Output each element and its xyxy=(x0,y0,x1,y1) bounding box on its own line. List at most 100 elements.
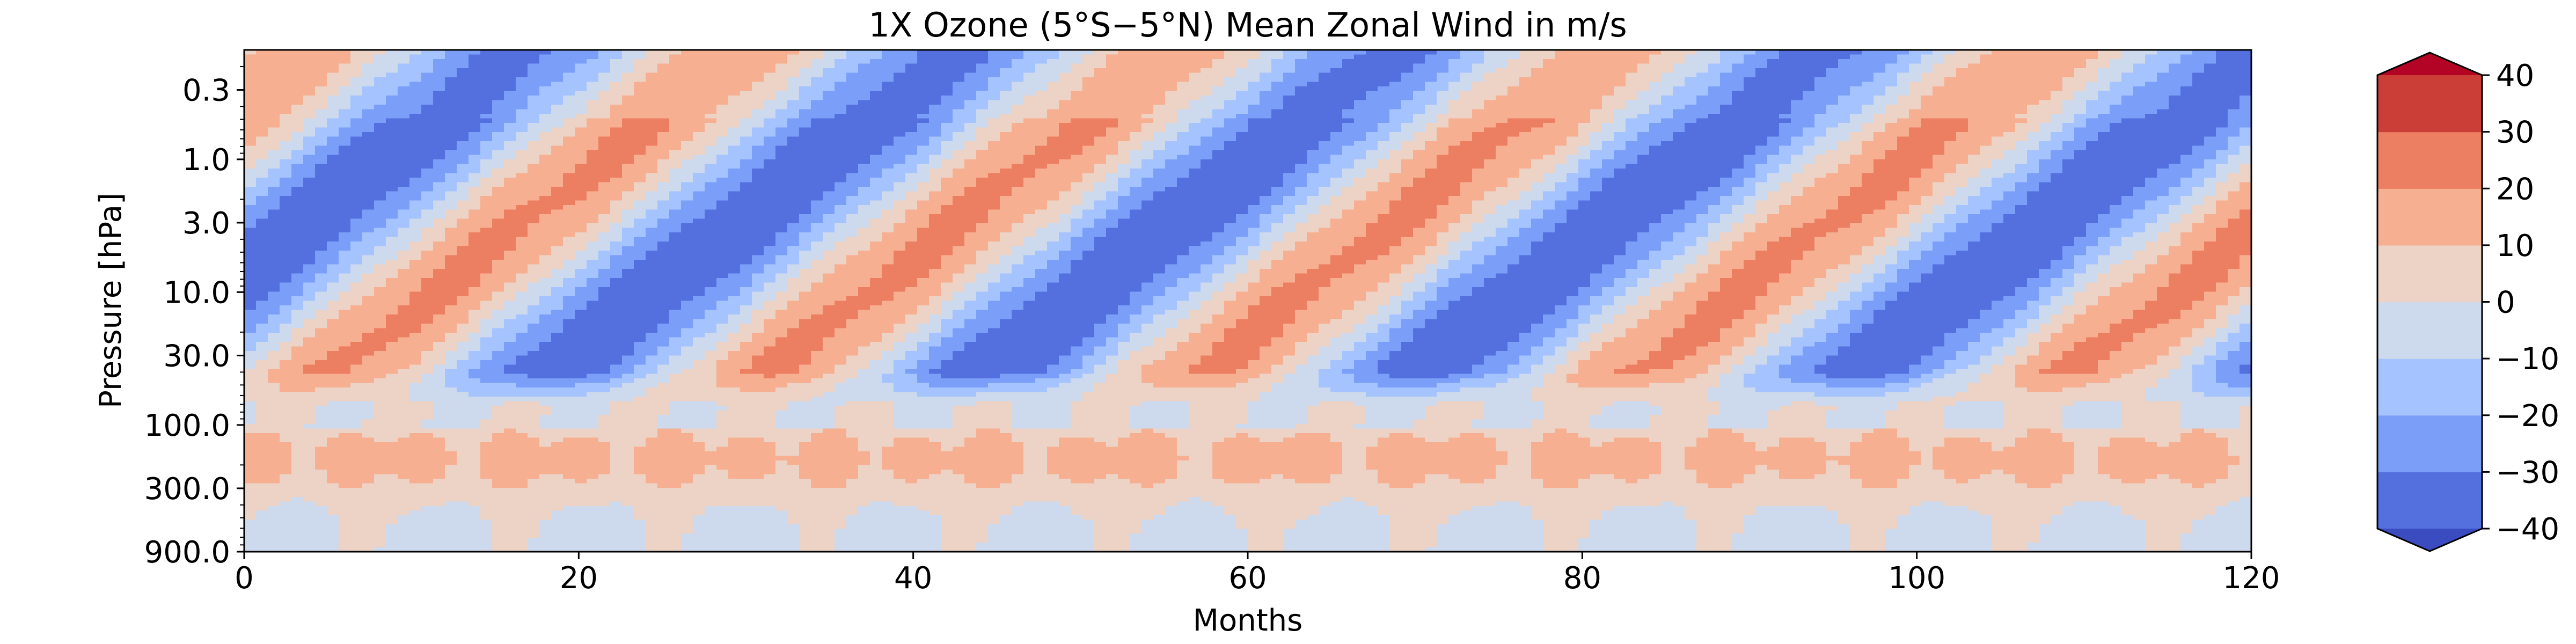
contour-cell xyxy=(374,282,386,288)
contour-cell xyxy=(480,310,493,315)
contour-cell xyxy=(327,155,339,160)
contour-cell xyxy=(457,287,469,292)
contour-cell xyxy=(327,178,339,183)
contour-cell xyxy=(445,291,457,297)
contour-cell xyxy=(244,501,257,507)
contour-cell xyxy=(716,169,729,174)
contour-cell xyxy=(657,360,670,365)
contour-cell xyxy=(551,333,564,338)
contour-cell xyxy=(457,428,469,434)
contour-cell xyxy=(315,63,327,69)
contour-cell xyxy=(646,351,658,356)
contour-cell xyxy=(752,451,764,457)
contour-cell xyxy=(669,342,682,347)
contour-cell xyxy=(705,342,717,347)
contour-cell xyxy=(303,333,316,338)
contour-cell xyxy=(386,145,398,151)
contour-cell xyxy=(657,501,670,507)
contour-cell xyxy=(339,483,351,488)
contour-cell xyxy=(539,86,552,92)
contour-cell xyxy=(244,159,257,165)
contour-cell xyxy=(681,437,693,443)
contour-cell xyxy=(563,205,575,210)
contour-cell xyxy=(740,447,752,452)
contour-cell xyxy=(563,82,575,87)
contour-cell xyxy=(740,214,752,219)
contour-cell xyxy=(362,342,375,347)
contour-cell xyxy=(764,506,776,511)
contour-cell xyxy=(374,351,386,356)
contour-cell xyxy=(256,132,268,137)
contour-cell xyxy=(693,109,705,114)
contour-cell xyxy=(280,91,292,96)
contour-cell xyxy=(280,515,292,521)
contour-cell xyxy=(457,342,469,347)
contour-cell xyxy=(705,387,717,393)
contour-cell xyxy=(469,547,481,552)
contour-cell xyxy=(409,191,422,196)
contour-cell xyxy=(421,506,434,511)
contour-cell xyxy=(752,82,764,87)
contour-cell xyxy=(539,114,552,119)
contour-cell xyxy=(492,209,504,215)
contour-cell xyxy=(716,543,729,548)
contour-cell xyxy=(516,447,528,452)
contour-cell xyxy=(551,383,564,388)
contour-cell xyxy=(398,260,410,265)
contour-cell xyxy=(350,529,363,534)
contour-cell xyxy=(386,324,398,329)
contour-cell xyxy=(528,114,540,119)
contour-cell xyxy=(362,410,375,415)
contour-cell xyxy=(528,351,540,356)
contour-cell xyxy=(327,196,339,201)
contour-cell xyxy=(740,301,752,306)
contour-cell xyxy=(409,351,422,356)
contour-cell xyxy=(587,187,599,192)
contour-cell xyxy=(693,510,705,516)
contour-cell xyxy=(681,218,693,224)
contour-cell xyxy=(716,324,729,329)
contour-cell xyxy=(516,123,528,128)
contour-cell xyxy=(291,497,304,502)
contour-cell xyxy=(693,369,705,375)
contour-cell xyxy=(327,392,339,397)
contour-cell xyxy=(681,492,693,497)
contour-cell xyxy=(303,529,316,534)
contour-cell xyxy=(752,68,764,74)
contour-cell xyxy=(528,387,540,393)
contour-cell xyxy=(539,223,552,229)
contour-cell xyxy=(528,355,540,361)
contour-cell xyxy=(634,510,646,516)
contour-cell xyxy=(657,451,670,457)
contour-cell xyxy=(752,214,764,219)
contour-cell xyxy=(775,54,788,60)
contour-cell xyxy=(646,538,658,543)
contour-cell xyxy=(480,123,493,128)
contour-cell xyxy=(492,228,504,233)
contour-cell xyxy=(539,533,552,539)
contour-cell xyxy=(669,364,682,370)
contour-cell xyxy=(539,200,552,206)
contour-cell xyxy=(563,383,575,388)
contour-cell xyxy=(469,346,481,352)
contour-cell xyxy=(598,118,611,123)
contour-cell xyxy=(256,351,268,356)
contour-cell xyxy=(504,145,516,151)
contour-cell xyxy=(657,374,670,379)
contour-cell xyxy=(480,364,493,370)
contour-cell xyxy=(528,264,540,269)
contour-cell xyxy=(681,433,693,438)
contour-cell xyxy=(657,492,670,497)
contour-cell xyxy=(752,378,764,384)
contour-cell xyxy=(764,378,776,384)
contour-cell xyxy=(315,145,327,151)
contour-cell xyxy=(350,506,363,511)
contour-cell xyxy=(433,460,445,466)
contour-cell xyxy=(386,383,398,388)
contour-cell xyxy=(646,547,658,552)
contour-cell xyxy=(291,351,304,356)
contour-cell xyxy=(634,433,646,438)
contour-cell xyxy=(398,251,410,256)
contour-cell xyxy=(752,310,764,315)
contour-cell xyxy=(504,310,516,315)
